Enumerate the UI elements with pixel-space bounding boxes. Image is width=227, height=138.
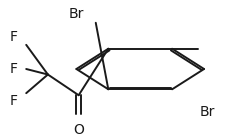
Text: O: O [73,123,84,137]
Text: F: F [10,30,18,44]
Text: F: F [10,62,18,76]
Text: Br: Br [199,105,214,120]
Text: F: F [10,94,18,108]
Text: Br: Br [68,7,84,22]
